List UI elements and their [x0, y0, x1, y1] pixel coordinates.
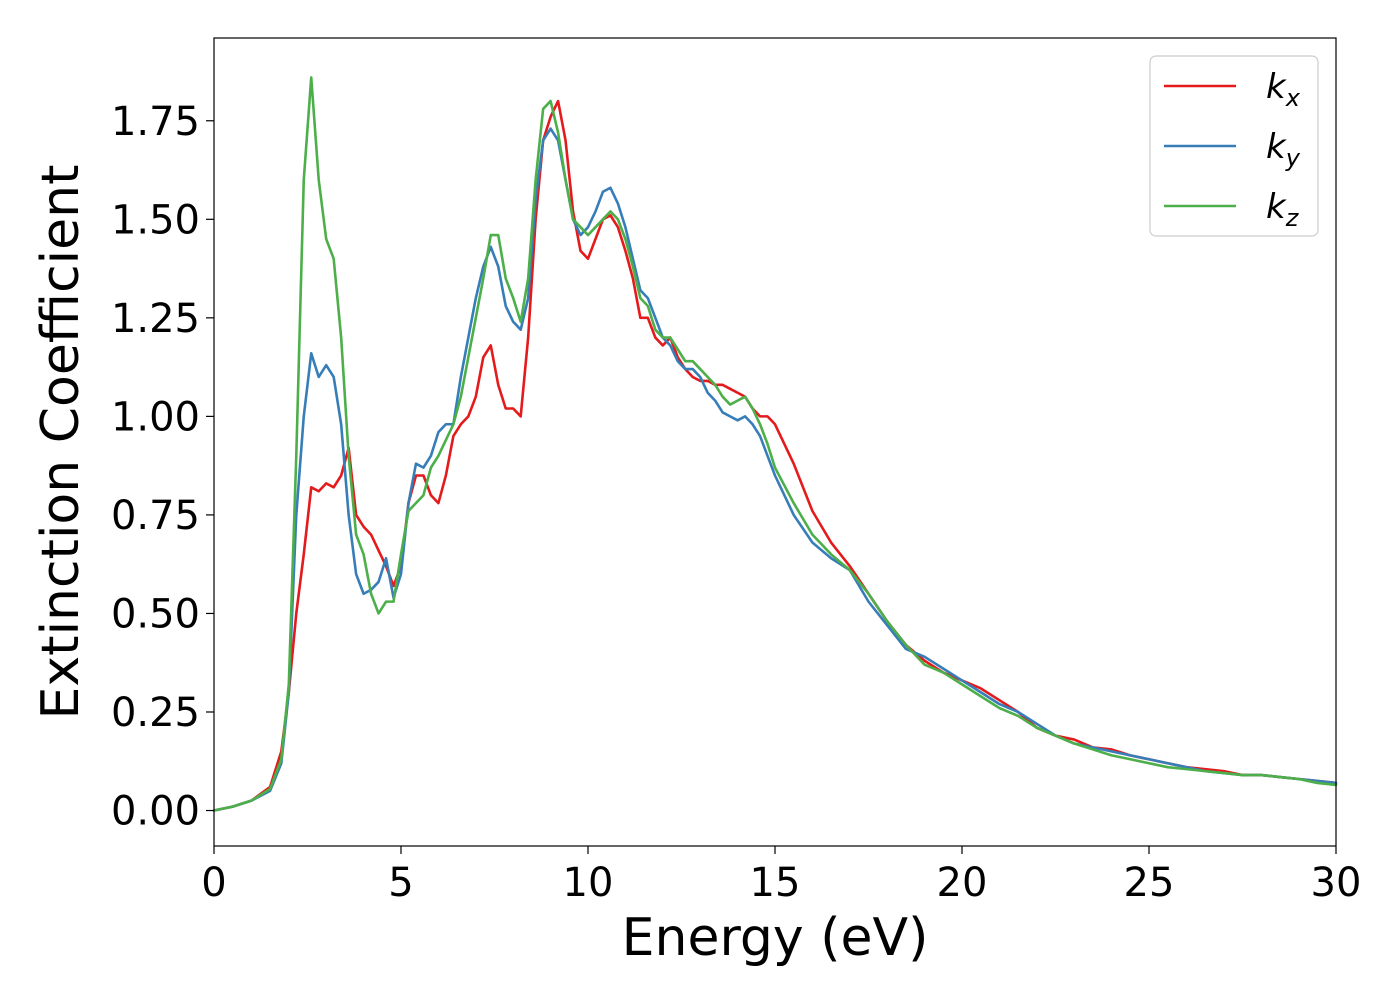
x-tick-label: 5 [388, 860, 413, 906]
series-layer [212, 76, 1338, 812]
y-tick-label: 1.75 [111, 99, 200, 145]
x-tick-label: 25 [1124, 860, 1175, 906]
y-axis-ticks: 0.00 0.25 0.50 0.75 1.00 1.25 1.50 1.75 [111, 99, 214, 835]
y-tick-label: 1.00 [111, 394, 200, 440]
series-line-y [212, 127, 1338, 812]
y-tick-label: 0.75 [111, 493, 200, 539]
x-tick-label: 10 [563, 860, 614, 906]
y-tick-label: 1.25 [111, 296, 200, 342]
y-tick-label: 0.50 [111, 591, 200, 637]
x-tick-label: 0 [201, 860, 226, 906]
x-tick-label: 15 [750, 860, 801, 906]
x-tick-label: 30 [1311, 860, 1362, 906]
series-line-z [212, 76, 1338, 812]
x-tick-label: 20 [937, 860, 988, 906]
y-tick-label: 1.50 [111, 197, 200, 243]
x-axis-ticks: 0 5 10 15 20 25 30 [201, 846, 1361, 906]
y-tick-label: 0.00 [111, 789, 200, 835]
y-tick-label: 0.25 [111, 690, 200, 736]
y-axis-title: Extinction Coefficient [31, 165, 91, 720]
x-axis-title: Energy (eV) [622, 908, 929, 968]
